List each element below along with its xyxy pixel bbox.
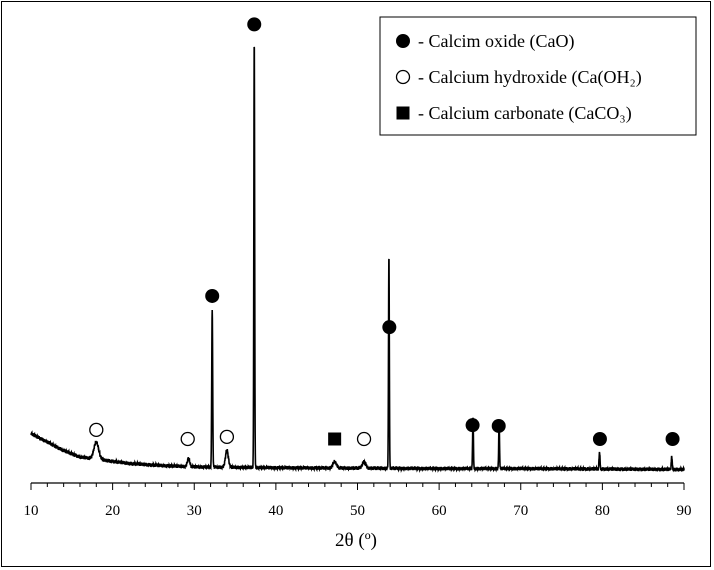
- x-tick-label: 70: [513, 503, 528, 519]
- caoh2-peak-marker: [219, 429, 235, 445]
- x-tick-label: 60: [432, 503, 447, 519]
- legend-box: [379, 16, 697, 136]
- cao-peak-marker: [592, 432, 607, 446]
- legend-open-circle-icon: [395, 69, 411, 85]
- legend-filled-square-icon: [396, 106, 410, 120]
- x-tick-label: 20: [105, 503, 120, 519]
- legend-label: - Calcim oxide (CaO): [418, 31, 574, 52]
- x-tick-labels: 10 20 30 40 50 60 70 80 90: [24, 503, 692, 519]
- cao-peak-marker: [247, 17, 262, 32]
- series-line: [30, 46, 685, 473]
- x-axis: [30, 482, 685, 490]
- cao-peak-marker: [465, 418, 480, 433]
- x-tick-label: 10: [24, 503, 39, 519]
- legend-item: - Calcium hydroxide (Ca(OH₂): [395, 67, 642, 88]
- cao-peak-marker: [205, 288, 220, 303]
- caoh2-peak-marker: [356, 431, 372, 447]
- caco3-peak-marker: [328, 432, 342, 446]
- legend-filled-circle-icon: [396, 34, 410, 48]
- x-axis-label: 2θ (º): [335, 530, 377, 551]
- legend-item: - Calcium carbonate (CaCO₃): [396, 103, 632, 124]
- caoh2-peak-marker: [180, 431, 195, 447]
- cao-peak-marker: [491, 418, 506, 433]
- cao-peak-marker: [382, 320, 397, 335]
- legend-label: - Calcium hydroxide (Ca(OH₂): [418, 67, 642, 88]
- legend: - Calcim oxide (CaO) - Calcium hydroxide …: [379, 16, 697, 136]
- x-tick-label: 80: [595, 503, 610, 519]
- peak-markers: [89, 17, 680, 447]
- legend-item: - Calcim oxide (CaO): [396, 31, 574, 52]
- caoh2-peak-marker: [89, 422, 104, 438]
- x-tick-label: 50: [350, 503, 365, 519]
- cao-peak-marker: [665, 432, 680, 446]
- x-tick-label: 90: [677, 503, 692, 519]
- x-tick-label: 40: [268, 503, 283, 519]
- legend-label: - Calcium carbonate (CaCO₃): [418, 103, 632, 124]
- diffraction-pattern-layer: [30, 46, 685, 473]
- x-tick-label: 30: [187, 503, 202, 519]
